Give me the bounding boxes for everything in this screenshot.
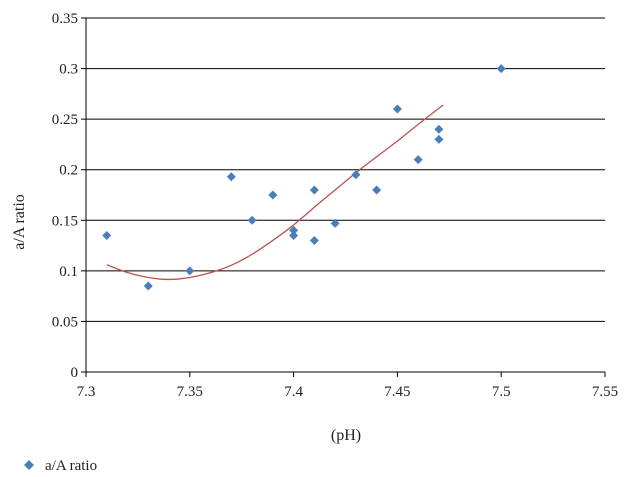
x-tick-label: 7.4 xyxy=(284,384,303,400)
legend-marker-icon xyxy=(24,460,34,470)
y-tick-label: 0.15 xyxy=(52,213,78,229)
data-point xyxy=(392,104,402,114)
data-point xyxy=(143,281,153,291)
y-tick-label: 0.1 xyxy=(59,264,78,280)
data-point xyxy=(434,124,444,134)
x-tick-label: 7.5 xyxy=(492,384,511,400)
data-points xyxy=(102,64,506,291)
legend-label: a/A ratio xyxy=(45,458,97,474)
data-point xyxy=(330,218,340,228)
y-axis-label: a/A ratio xyxy=(11,194,28,250)
y-tick-label: 0.25 xyxy=(52,112,78,128)
x-tick-label: 7.35 xyxy=(177,384,203,400)
data-point xyxy=(185,266,195,276)
data-point xyxy=(496,64,506,74)
axes xyxy=(81,17,606,377)
data-point xyxy=(289,230,299,240)
y-tick-label: 0.3 xyxy=(59,62,78,78)
data-point xyxy=(268,190,278,200)
data-point xyxy=(247,215,257,225)
x-tick-label: 7.3 xyxy=(77,384,96,400)
y-tick-label: 0 xyxy=(71,365,79,381)
y-tick-label: 0.35 xyxy=(52,11,78,27)
data-point xyxy=(434,134,444,144)
data-point xyxy=(413,155,423,165)
grid-lines xyxy=(86,17,605,322)
legend: a/A ratio xyxy=(24,458,97,474)
y-tick-label: 0.2 xyxy=(59,163,78,179)
trendline xyxy=(106,104,444,281)
x-axis-label: (pH) xyxy=(331,427,361,444)
trendline-curve xyxy=(106,104,444,281)
data-point xyxy=(309,236,319,246)
x-tick-label: 7.55 xyxy=(592,384,618,400)
data-point xyxy=(289,225,299,235)
data-point xyxy=(309,185,319,195)
data-point xyxy=(372,185,382,195)
y-tick-label: 0.05 xyxy=(52,314,78,330)
data-point xyxy=(102,230,112,240)
data-point xyxy=(351,170,361,180)
x-tick-label: 7.45 xyxy=(384,384,410,400)
y-tick-labels: 0 0.05 0.1 0.15 0.2 0.25 0.3 0.35 xyxy=(52,11,78,381)
x-tick-labels: 7.3 7.35 7.4 7.45 7.5 7.55 xyxy=(77,384,619,400)
data-point xyxy=(226,172,236,182)
